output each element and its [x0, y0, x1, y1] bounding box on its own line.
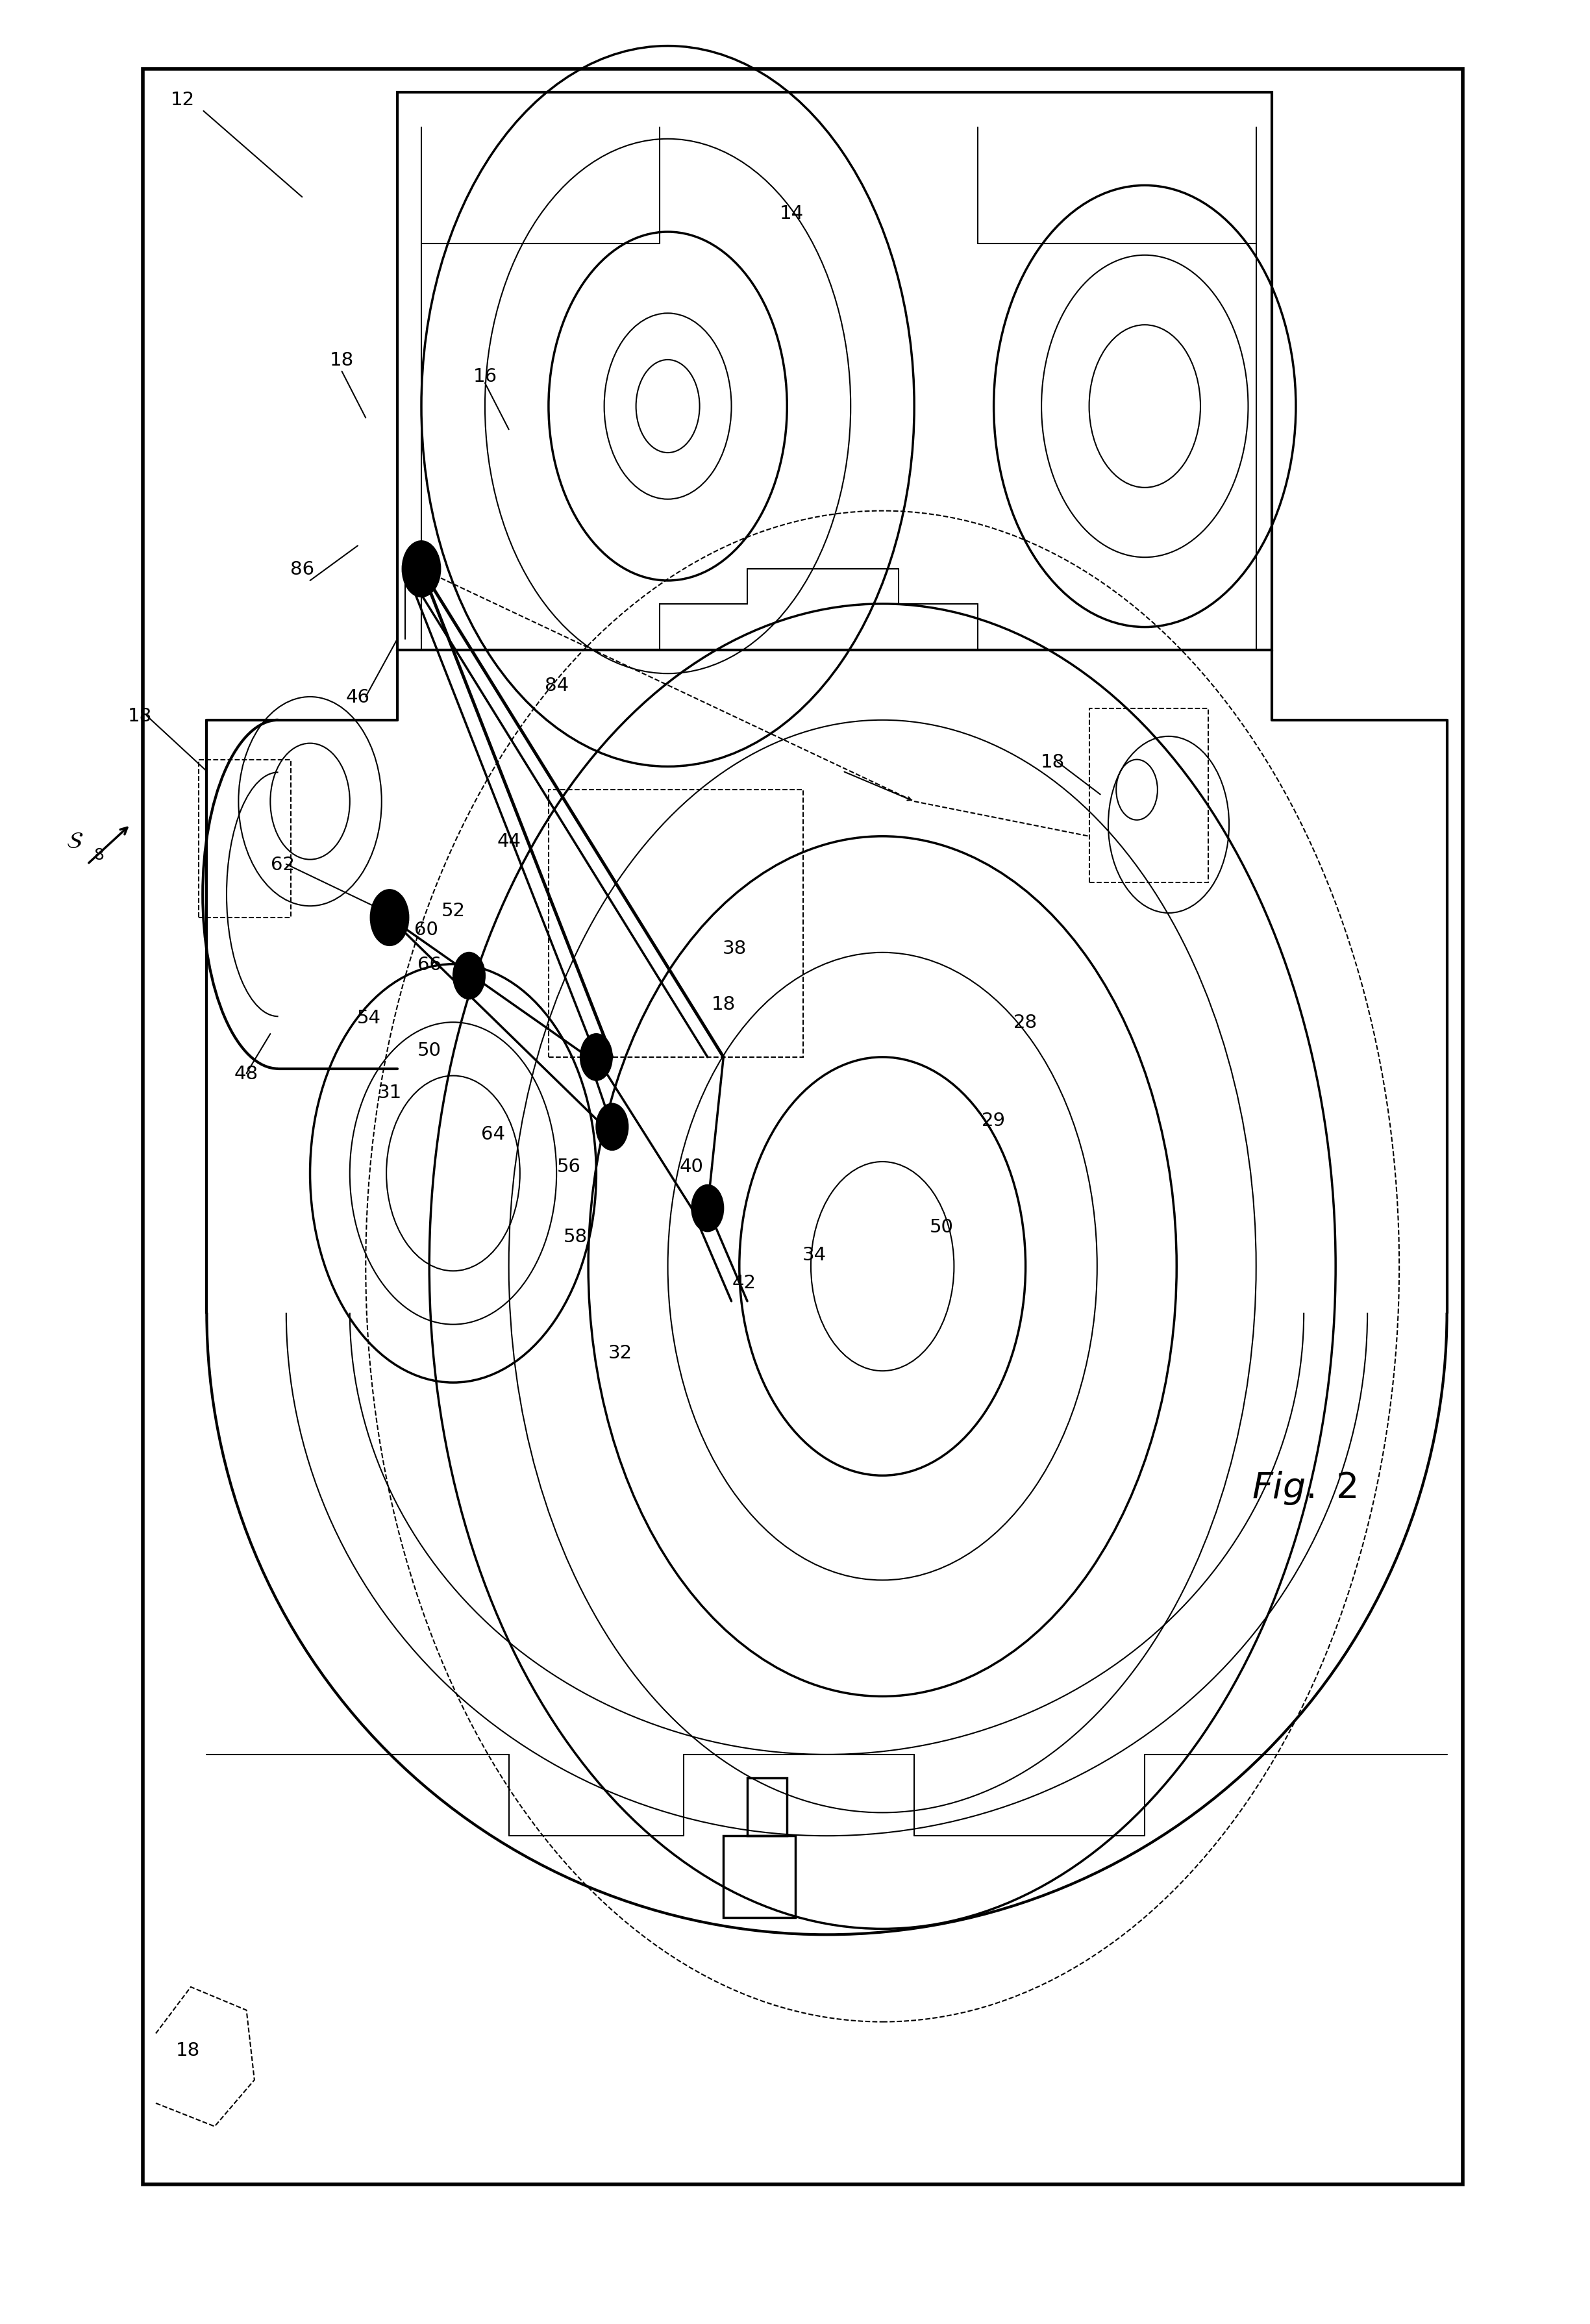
- Bar: [143, 70, 1463, 2185]
- Circle shape: [370, 890, 409, 946]
- Text: 56: 56: [556, 1157, 582, 1176]
- Text: 40: 40: [679, 1157, 704, 1176]
- Text: 42: 42: [731, 1274, 757, 1292]
- Circle shape: [692, 1185, 723, 1232]
- Text: 18: 18: [329, 351, 355, 370]
- Circle shape: [580, 1034, 612, 1081]
- Text: 62: 62: [270, 855, 296, 874]
- Text: 64: 64: [480, 1125, 506, 1143]
- Text: 18: 18: [127, 706, 153, 725]
- Text: 50: 50: [929, 1218, 954, 1236]
- Text: 48: 48: [234, 1064, 259, 1083]
- Text: 18: 18: [711, 995, 736, 1013]
- Text: 12: 12: [170, 91, 196, 109]
- Text: 58: 58: [563, 1227, 588, 1246]
- Text: 18: 18: [175, 2040, 200, 2059]
- Text: 46: 46: [345, 688, 370, 706]
- Text: 28: 28: [1013, 1013, 1038, 1032]
- Bar: [549, 790, 803, 1057]
- Text: 18: 18: [1040, 753, 1065, 772]
- Text: 16: 16: [472, 367, 498, 386]
- Text: 66: 66: [417, 955, 442, 974]
- Text: 29: 29: [981, 1111, 1006, 1129]
- Bar: [747, 1778, 787, 1836]
- Text: 8: 8: [94, 848, 103, 862]
- Circle shape: [453, 953, 485, 999]
- Text: 60: 60: [413, 920, 439, 939]
- Text: 14: 14: [779, 205, 805, 223]
- Bar: [398, 93, 1272, 651]
- Text: $\mathcal{S}$: $\mathcal{S}$: [67, 830, 83, 853]
- Text: 50: 50: [417, 1041, 442, 1060]
- Circle shape: [402, 541, 440, 597]
- Text: 38: 38: [722, 939, 747, 957]
- Text: 34: 34: [801, 1246, 827, 1264]
- Text: 52: 52: [440, 902, 466, 920]
- Bar: [1089, 709, 1208, 883]
- Text: 86: 86: [289, 560, 315, 579]
- Circle shape: [596, 1104, 628, 1150]
- Bar: [723, 1836, 795, 1917]
- Text: 44: 44: [496, 832, 522, 851]
- Text: 31: 31: [377, 1083, 402, 1102]
- Text: 84: 84: [544, 676, 569, 695]
- Bar: [199, 760, 291, 918]
- Text: 54: 54: [356, 1009, 382, 1027]
- Text: 32: 32: [607, 1343, 633, 1362]
- Text: $\mathit{Fig.\ 2}$: $\mathit{Fig.\ 2}$: [1251, 1469, 1356, 1506]
